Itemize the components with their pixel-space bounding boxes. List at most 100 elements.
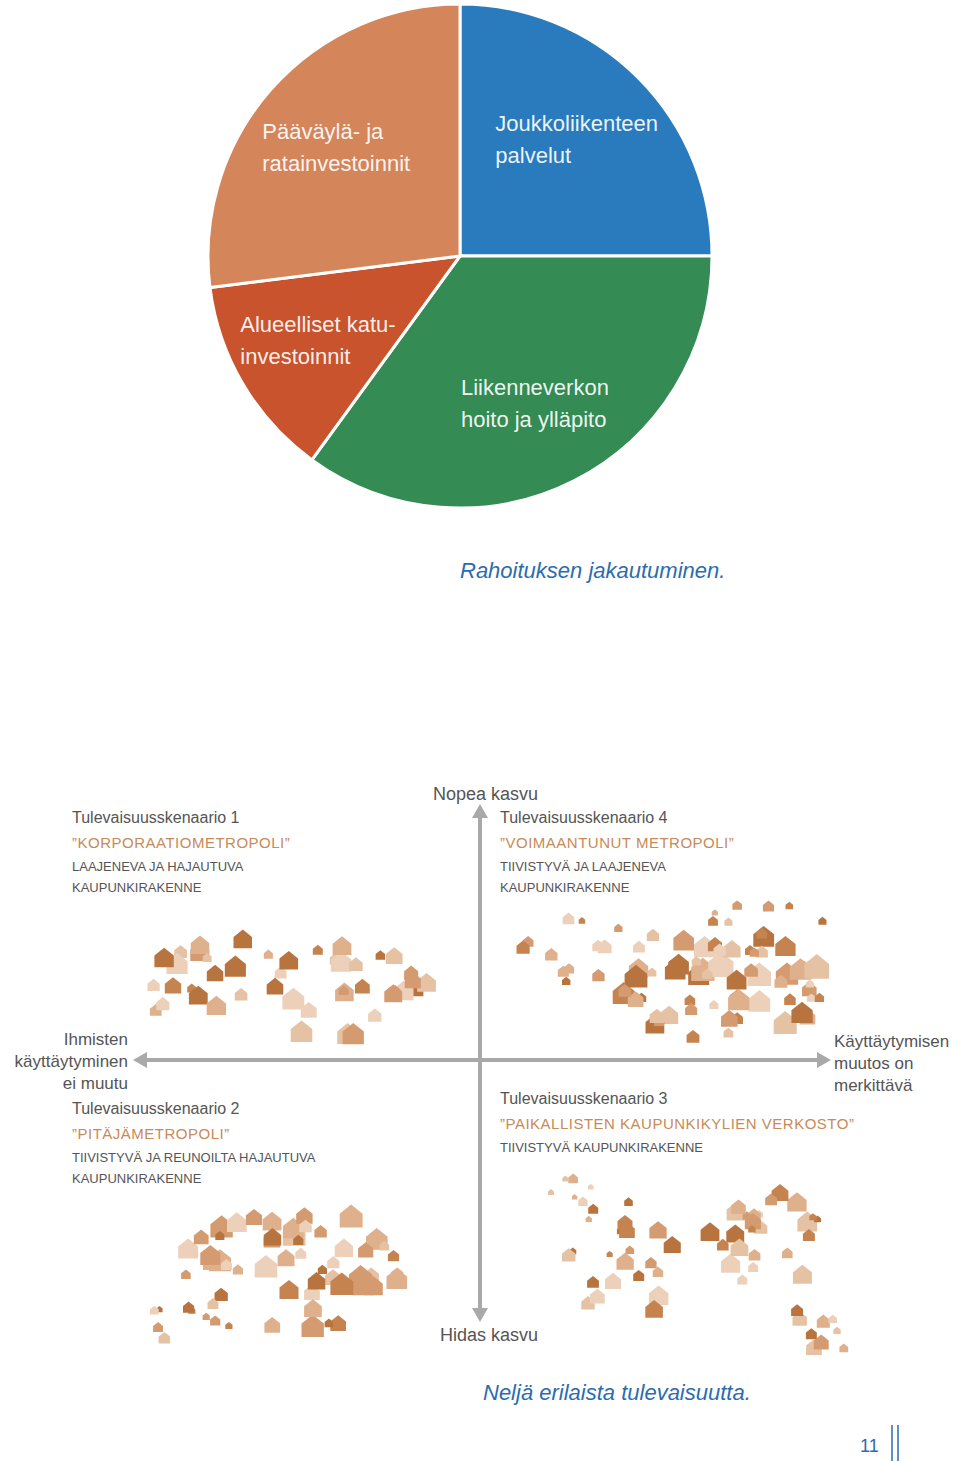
house-icon bbox=[545, 948, 557, 960]
house-icon bbox=[839, 1343, 848, 1352]
house-icon bbox=[685, 1003, 697, 1015]
pie bbox=[208, 4, 712, 508]
house-icon bbox=[786, 902, 794, 910]
house-icon bbox=[829, 1315, 837, 1323]
house-icon bbox=[619, 984, 632, 997]
house-icon bbox=[234, 930, 253, 949]
house-icon bbox=[728, 989, 749, 1010]
caption: Rahoituksen jakautuminen. bbox=[460, 558, 725, 583]
caption: Neljä erilaista tulevaisuutta. bbox=[483, 1380, 751, 1405]
house-icon bbox=[221, 1259, 232, 1270]
house-icon bbox=[782, 1248, 793, 1259]
house-icon bbox=[308, 1272, 326, 1290]
axes bbox=[133, 804, 831, 1322]
house-icon bbox=[701, 1222, 720, 1241]
house-icon bbox=[340, 1205, 363, 1228]
house-icon bbox=[267, 978, 284, 995]
house-icon bbox=[749, 990, 771, 1012]
house-icon bbox=[818, 917, 826, 925]
house-icon bbox=[404, 966, 418, 980]
house-icon bbox=[804, 954, 829, 979]
house-icon bbox=[318, 1265, 327, 1274]
house-icon bbox=[673, 930, 694, 951]
house-icon bbox=[649, 1221, 666, 1238]
house-icon bbox=[625, 965, 648, 988]
house-icon bbox=[626, 1246, 635, 1255]
house-icon bbox=[263, 1212, 282, 1231]
house-icon bbox=[806, 1328, 817, 1339]
house-icon bbox=[687, 1030, 700, 1043]
house-icon bbox=[633, 941, 645, 953]
house-icon bbox=[349, 957, 363, 971]
house-icon bbox=[732, 900, 742, 909]
house-icon bbox=[194, 1230, 209, 1245]
house-icon bbox=[592, 969, 604, 981]
house-icon bbox=[775, 975, 788, 988]
house-icon bbox=[548, 1189, 554, 1195]
scenario-name: ”PAIKALLISTEN KAUPUNKIKYLIEN VERKOSTO” bbox=[500, 1115, 854, 1132]
house-icon bbox=[304, 1299, 322, 1317]
house-icon bbox=[517, 941, 530, 954]
house-icon bbox=[333, 936, 352, 955]
house-icon bbox=[330, 1272, 353, 1295]
house-icon bbox=[749, 1249, 761, 1261]
house-icon bbox=[653, 1267, 664, 1278]
scenario-title: Tulevaisuusskenaario 1 bbox=[72, 809, 240, 826]
house-icon bbox=[293, 1235, 303, 1245]
house-icon bbox=[563, 913, 575, 925]
house-icon bbox=[791, 1002, 812, 1023]
house-icon bbox=[721, 1254, 740, 1273]
house-icon bbox=[624, 1197, 633, 1206]
house-icon bbox=[255, 1255, 278, 1278]
house-icon bbox=[264, 1228, 282, 1246]
house-icon bbox=[833, 1327, 840, 1334]
house-icon bbox=[791, 1304, 803, 1316]
house-icon bbox=[588, 1204, 598, 1214]
house-icon bbox=[817, 1315, 830, 1328]
house-icon bbox=[645, 1300, 663, 1318]
pie-labels: JoukkoliikenteenpalvelutLiikenneverkonho… bbox=[240, 111, 658, 432]
house-icon bbox=[763, 901, 774, 912]
house-icon bbox=[325, 1319, 334, 1328]
vertical-axis bbox=[478, 812, 482, 1314]
house-icon bbox=[727, 970, 747, 990]
scenario-name: ”PITÄJÄMETROPOLI” bbox=[72, 1125, 230, 1142]
house-icon bbox=[215, 1288, 228, 1301]
scenario-description: TIIVISTYVÄ KAUPUNKIRAKENNE bbox=[500, 1140, 703, 1155]
scenario-title: Tulevaisuusskenaario 3 bbox=[500, 1090, 668, 1107]
house-icon bbox=[200, 1245, 220, 1265]
house-icon bbox=[562, 1176, 568, 1182]
house-icon bbox=[726, 1225, 744, 1243]
house-icon bbox=[191, 936, 209, 954]
page-rule bbox=[891, 1425, 893, 1461]
house-icon bbox=[215, 1231, 224, 1240]
house-icon bbox=[264, 1317, 280, 1333]
house-icon bbox=[301, 1002, 317, 1018]
house-icon bbox=[358, 1242, 373, 1257]
house-icon bbox=[339, 985, 349, 995]
scenario-title: Tulevaisuusskenaario 2 bbox=[72, 1100, 240, 1117]
house-icon bbox=[750, 947, 759, 956]
house-icon bbox=[614, 924, 622, 932]
arrowhead bbox=[817, 1052, 831, 1068]
house-icon bbox=[278, 1249, 295, 1266]
house-icon bbox=[619, 1222, 635, 1238]
house-icon bbox=[784, 993, 796, 1005]
house-icon bbox=[748, 1225, 755, 1232]
page-rule bbox=[897, 1425, 899, 1461]
house-icon bbox=[590, 1289, 605, 1304]
scenario-description: LAAJENEVA JA HAJAUTUVAKAUPUNKIRAKENNE bbox=[72, 859, 244, 895]
house-icon bbox=[265, 1215, 278, 1228]
slice-label: Pääväylä- jaratainvestoinnit bbox=[262, 119, 410, 176]
house-icon bbox=[748, 1262, 758, 1272]
house-icon bbox=[587, 1276, 599, 1288]
house-icon bbox=[787, 1192, 806, 1211]
house-icon bbox=[150, 1306, 159, 1315]
house-icon bbox=[189, 986, 208, 1005]
house-icon bbox=[647, 929, 659, 941]
house-icon bbox=[313, 945, 323, 955]
axis-label: Ihmistenkäyttäytyminenei muutu bbox=[15, 1030, 128, 1093]
house-icon bbox=[384, 984, 402, 1002]
house-icon bbox=[793, 1265, 812, 1284]
house-icon bbox=[731, 1199, 746, 1214]
